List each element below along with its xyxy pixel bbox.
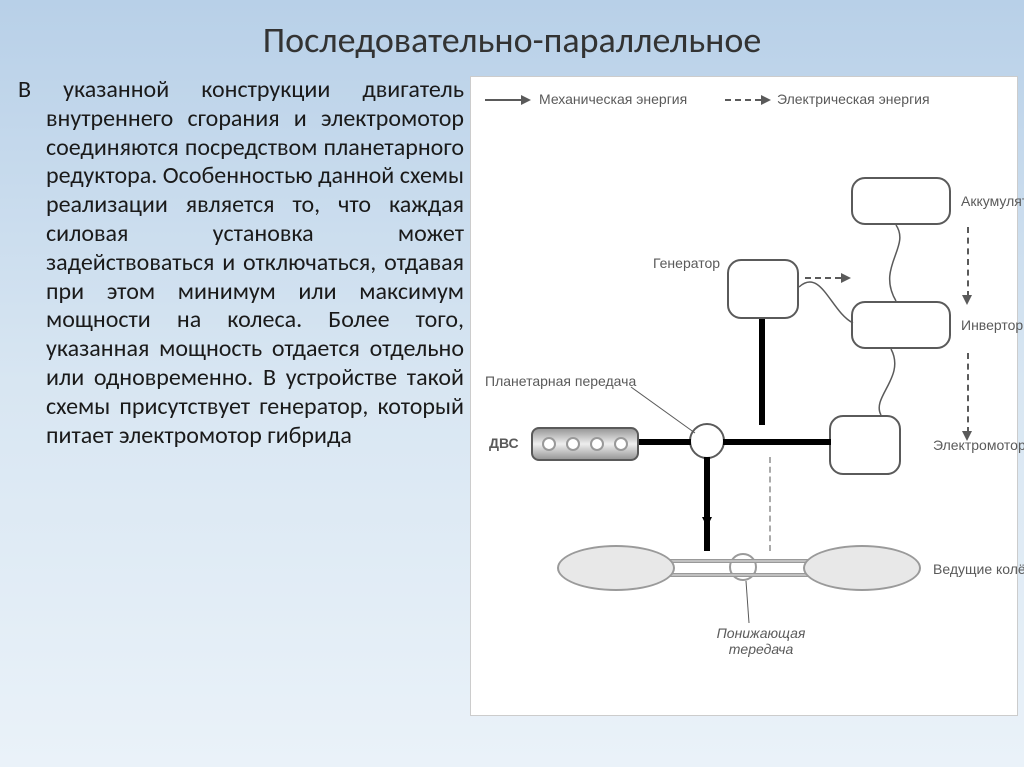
reducer-leader-line <box>471 77 472 78</box>
ice-label: ДВС <box>489 435 519 451</box>
reducer-label: Понижающая тередача <box>701 625 821 657</box>
legend-elec-arrow <box>725 99 761 101</box>
inv-emotor-dashed-line <box>967 353 969 433</box>
legend-elec-label: Электрическая энергия <box>777 91 930 107</box>
battery-label: Аккумулятор <box>961 193 1024 209</box>
shaft-planetary-down <box>704 457 710 551</box>
inverter-label: Инвертор <box>961 317 1023 333</box>
planetary-label: Планетарная передача <box>485 373 636 389</box>
inverter-node <box>851 301 951 349</box>
slide-title: Последовательно-параллельное <box>0 0 1024 62</box>
content-row: В указанной конструкции двигатель внутре… <box>0 62 1024 716</box>
wheel-left <box>557 545 675 591</box>
secondary-drive-dashed <box>769 457 771 551</box>
planetary-gear-node <box>689 423 725 459</box>
wheel-right <box>803 545 921 591</box>
cylinder-icon <box>590 437 604 451</box>
legend-elec-arrowhead-icon <box>761 95 771 105</box>
cylinder-icon <box>614 437 628 451</box>
shaft-generator-to-planetary <box>759 319 765 425</box>
cylinder-icon <box>542 437 556 451</box>
batt-inv-dashed-line <box>967 227 969 297</box>
hybrid-drivetrain-diagram: Механическая энергия Электрическая энерг… <box>470 76 1018 716</box>
legend-mech-label: Механическая энергия <box>539 91 687 107</box>
body-paragraph: В указанной конструкции двигатель внутре… <box>18 76 464 450</box>
battery-node <box>851 177 951 225</box>
body-text-column: В указанной конструкции двигатель внутре… <box>14 76 464 716</box>
legend-mech-arrow <box>485 99 521 101</box>
cylinder-icon <box>566 437 580 451</box>
emotor-node <box>829 415 901 475</box>
shaft-ice-to-planetary <box>639 439 691 445</box>
gen-to-batt-arrowhead-icon <box>841 273 851 283</box>
emotor-label: Электромотор <box>933 437 1024 453</box>
ice-engine-node <box>531 427 639 461</box>
generator-node <box>727 259 799 319</box>
generator-label: Генератор <box>653 255 720 271</box>
gen-to-batt-arrow <box>805 277 841 279</box>
driveshaft-arrowhead-icon <box>702 517 712 527</box>
legend-mech-arrowhead-icon <box>521 95 531 105</box>
wheels-label: Ведущие колёса <box>933 561 1024 577</box>
batt-inv-arrowhead-icon <box>962 295 972 305</box>
shaft-planetary-to-emotor <box>723 439 831 445</box>
